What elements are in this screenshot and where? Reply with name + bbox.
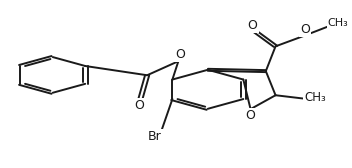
Text: O: O (300, 23, 310, 36)
Text: O: O (134, 99, 144, 112)
Text: CH₃: CH₃ (328, 18, 348, 28)
Text: O: O (246, 109, 256, 122)
Text: O: O (248, 19, 258, 32)
Text: CH₃: CH₃ (304, 91, 326, 104)
Text: O: O (175, 48, 185, 61)
Text: Br: Br (148, 130, 162, 143)
